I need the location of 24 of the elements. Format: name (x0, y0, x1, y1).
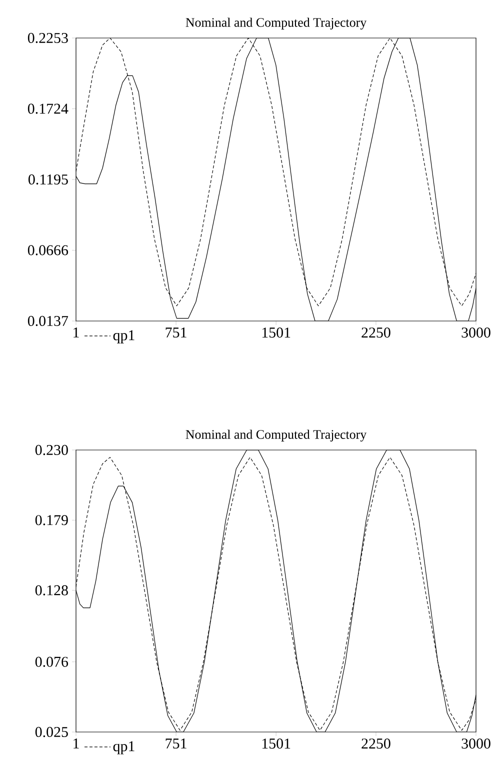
y-tick-label: 0.025 (35, 726, 68, 738)
y-tick-label: 0.179 (35, 515, 68, 526)
y-tick-label: 0.128 (35, 585, 68, 596)
legend-label: qp1 (113, 741, 134, 754)
y-tick-label: 0.0137 (28, 316, 68, 326)
y-tick-label: 0.0666 (28, 245, 68, 256)
x-tick-label: 2250 (362, 738, 390, 749)
x-tick-label: 1501 (262, 738, 290, 749)
x-tick-label: 751 (166, 328, 186, 338)
x-tick-label: 751 (166, 738, 186, 749)
chart-title: Nominal and Computed Trajectory (186, 18, 367, 30)
x-tick-label: 1501 (262, 328, 290, 338)
legend-label: qp1 (113, 330, 134, 344)
y-tick-label: 0.076 (35, 656, 68, 667)
y-tick-label: 0.230 (35, 444, 68, 456)
x-tick-label: 2250 (362, 328, 390, 338)
chart-title: Nominal and Computed Trajectory (186, 430, 367, 442)
y-tick-label: 0.1195 (28, 174, 68, 185)
x-tick-label: 1 (74, 328, 79, 338)
x-tick-label: 3000 (462, 328, 490, 338)
y-tick-label: 0.1724 (28, 104, 68, 114)
x-tick-label: 3000 (462, 738, 490, 749)
x-tick-label: 1 (74, 738, 79, 748)
y-tick-label: 0.2253 (28, 32, 68, 44)
